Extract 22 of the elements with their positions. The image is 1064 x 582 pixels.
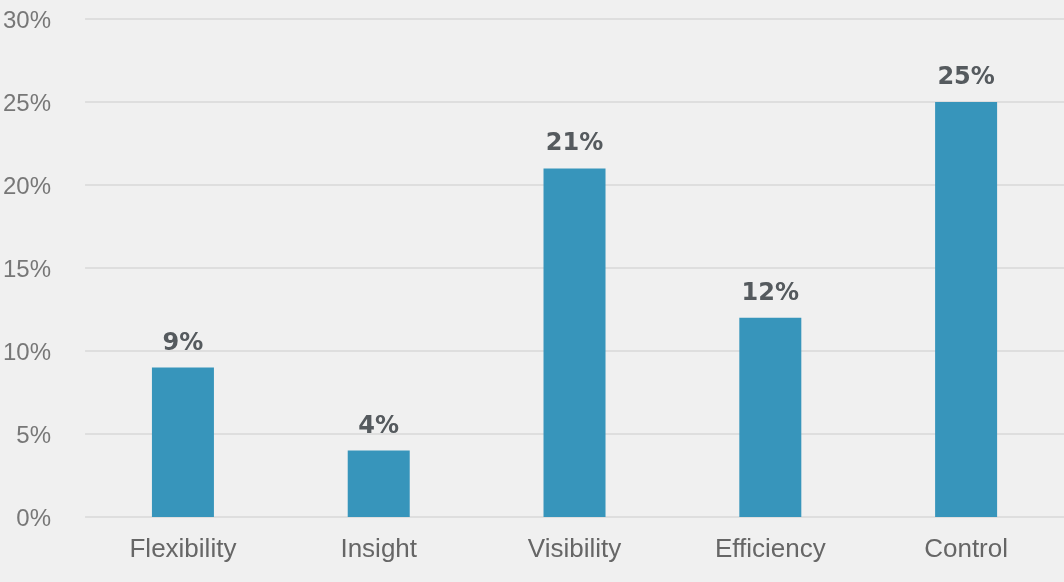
data-label: 4%: [358, 410, 400, 439]
x-tick-label: Control: [924, 533, 1009, 563]
y-tick-label: 30%: [2, 5, 52, 33]
data-label: 12%: [741, 277, 800, 306]
data-label: 21%: [545, 128, 604, 157]
x-tick-label: Efficiency: [714, 533, 826, 563]
y-tick-label: 15%: [2, 254, 52, 282]
y-tick-label: 25%: [2, 88, 52, 116]
y-tick-label: 10%: [2, 337, 52, 365]
y-tick-label: 5%: [16, 420, 52, 448]
bar: [347, 450, 410, 517]
bar: [935, 102, 998, 517]
bar: [739, 317, 802, 517]
bar: [543, 168, 606, 517]
y-tick-label: 20%: [2, 171, 52, 199]
x-tick-label: Flexibility: [129, 533, 237, 563]
bar: [151, 367, 214, 517]
data-label: 9%: [162, 327, 204, 356]
data-label: 25%: [937, 62, 995, 90]
x-tick-label: Insight: [340, 533, 418, 563]
y-tick-label: 0%: [16, 503, 52, 531]
x-tick-label: Visibility: [527, 533, 622, 563]
